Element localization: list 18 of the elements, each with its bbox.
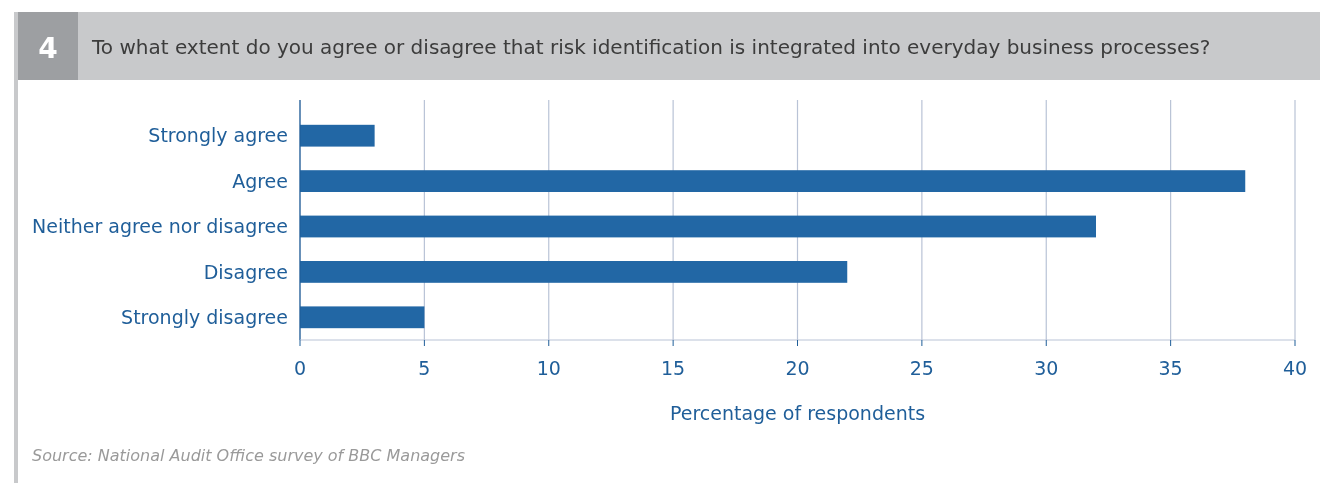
y-tick-label: Disagree [203, 260, 288, 283]
y-tick-label: Agree [232, 169, 288, 192]
x-tick-label: 35 [1158, 357, 1183, 379]
x-tick-label: 30 [1034, 357, 1059, 379]
x-tick-label: 10 [536, 357, 561, 379]
x-axis-title: Percentage of respondents [669, 402, 926, 424]
x-tick-label: 5 [418, 357, 431, 379]
x-tick-label: 40 [1282, 357, 1308, 379]
x-tick-label: 25 [909, 357, 934, 379]
text: 4 [38, 32, 58, 65]
x-tick-label: 15 [661, 357, 686, 379]
x-tick-label: 20 [785, 357, 810, 379]
y-tick-label: Neither agree nor disagree [32, 215, 288, 238]
source-note: Source: National Audit Office survey of BBC Managers [32, 446, 466, 465]
y-tick-label: Strongly agree [148, 124, 288, 147]
x-tick-label: 0 [293, 357, 307, 379]
y-tick-label: Strongly disagree [121, 305, 288, 328]
chart-title: To what extent do you agree or disagree that risk identification is integrated into everyday business processes? [91, 35, 1211, 59]
